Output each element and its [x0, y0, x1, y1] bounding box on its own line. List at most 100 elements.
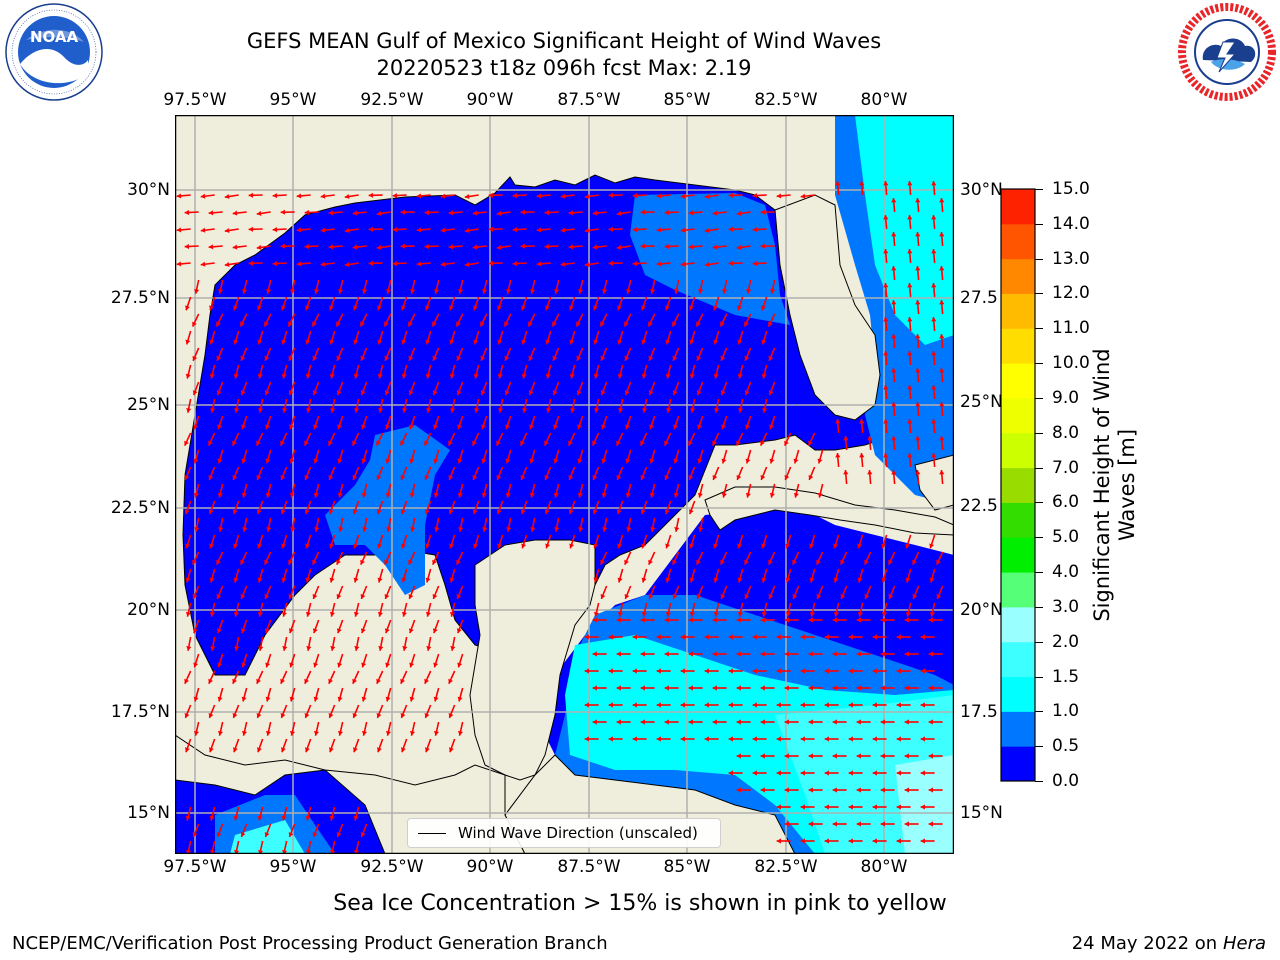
- wind-wave-arrowhead: [289, 662, 295, 668]
- wind-wave-arrowhead: [784, 821, 789, 827]
- wind-wave-arrowhead: [817, 492, 823, 498]
- wind-wave-arrowhead: [264, 559, 269, 565]
- wind-wave-arrowhead: [784, 787, 789, 793]
- lat-tick-right: 15°N: [960, 803, 1003, 823]
- wind-wave-arrowhead: [907, 215, 913, 220]
- wind-wave-arrowhead: [584, 193, 590, 200]
- wind-wave-arrowhead: [888, 594, 894, 599]
- wind-wave-arrowhead: [832, 719, 837, 725]
- wind-wave-arrowhead: [577, 458, 583, 464]
- wind-wave-arrowhead: [584, 227, 590, 234]
- wind-wave-arrowhead: [856, 719, 861, 725]
- wind-wave-arrowhead: [472, 474, 478, 480]
- wind-wave-arrowhead: [352, 713, 358, 718]
- wind-wave-arrowhead: [457, 458, 463, 464]
- wind-wave-arrowhead: [296, 193, 302, 199]
- wind-wave-arrowhead: [329, 339, 335, 345]
- wind-wave-arrowhead: [512, 261, 518, 267]
- wind-wave-arrowhead: [328, 678, 333, 684]
- wind-wave-arrowhead: [840, 594, 846, 599]
- wind-wave-arrowhead: [673, 492, 679, 498]
- wind-wave-arrowhead: [360, 594, 366, 599]
- colorbar-tick-mark: [1035, 432, 1043, 434]
- caribbean-pale: [895, 755, 954, 854]
- wind-wave-arrowhead: [257, 577, 263, 583]
- wind-wave-arrowhead: [867, 470, 873, 475]
- wind-wave-arrowhead: [185, 815, 191, 821]
- wind-wave-arrowhead: [760, 617, 765, 623]
- wind-wave-arrowhead: [883, 181, 889, 186]
- wind-wave-arrowhead: [194, 288, 200, 294]
- wind-wave-arrowhead: [931, 453, 937, 458]
- wind-wave-arrowhead: [593, 611, 599, 617]
- wind-wave-arrowhead: [664, 474, 670, 480]
- wind-wave-arrowhead: [337, 458, 343, 464]
- wind-wave-arrowhead: [257, 611, 263, 617]
- wind-wave-arrowhead: [432, 321, 437, 327]
- wind-wave-arrowhead: [768, 355, 774, 361]
- wind-wave-arrowhead: [665, 543, 671, 549]
- wind-wave-arrowhead: [936, 594, 942, 599]
- wind-wave-arrowhead: [915, 436, 921, 441]
- wind-wave-arrowhead: [232, 440, 237, 446]
- wind-wave-arrowhead: [400, 474, 406, 480]
- wind-wave-arrowhead: [456, 355, 462, 361]
- wind-wave-arrowhead: [602, 527, 608, 532]
- wind-wave-arrowhead: [305, 611, 311, 617]
- wind-wave-arrowhead: [593, 305, 598, 311]
- wind-wave-arrowhead: [224, 261, 230, 268]
- wind-wave-arrowhead: [744, 559, 749, 565]
- wind-wave-arrowhead: [193, 696, 199, 702]
- wind-wave-arrowhead: [185, 543, 191, 549]
- wind-wave-arrowhead: [209, 373, 215, 379]
- wind-wave-arrowhead: [616, 440, 621, 446]
- colorbar-tick-mark: [1035, 293, 1043, 295]
- wind-wave-arrowhead: [872, 736, 877, 742]
- wind-wave-arrowhead: [896, 838, 901, 844]
- lat-tick-left: 17.5°N: [110, 702, 170, 722]
- wind-wave-arrowhead: [362, 527, 368, 532]
- wind-wave-arrowhead: [234, 646, 240, 651]
- wind-wave-arrowhead: [288, 355, 294, 361]
- wind-wave-arrowhead: [832, 685, 837, 691]
- wind-wave-arrowhead: [672, 390, 678, 396]
- wind-wave-arrowhead: [440, 227, 446, 233]
- wind-wave-arrowhead: [281, 611, 287, 617]
- wind-wave-arrowhead: [616, 509, 622, 515]
- wind-wave-arrowhead: [552, 390, 558, 396]
- wind-wave-arrowhead: [281, 543, 287, 549]
- wind-wave-arrowhead: [698, 527, 704, 532]
- wind-wave-arrowhead: [361, 730, 368, 736]
- wind-wave-arrowhead: [337, 424, 343, 430]
- wind-wave-arrowhead: [320, 193, 326, 199]
- wind-wave-arrowhead: [907, 317, 913, 322]
- wind-wave-arrowhead: [328, 210, 334, 216]
- wind-wave-arrowhead: [424, 209, 430, 216]
- wind-wave-arrowhead: [939, 368, 945, 373]
- wind-wave-arrowhead: [736, 719, 741, 725]
- wind-wave-arrowhead: [496, 474, 502, 480]
- wind-wave-arrowhead: [859, 419, 865, 424]
- wind-wave-arrowhead: [482, 288, 488, 294]
- wind-wave-arrowhead: [353, 815, 359, 821]
- wind-wave-arrowhead: [800, 770, 805, 776]
- wind-wave-arrowhead: [832, 821, 837, 827]
- wind-wave-arrowhead: [290, 288, 296, 294]
- wind-wave-arrowhead: [688, 474, 694, 480]
- wind-wave-arrowhead: [481, 492, 487, 498]
- wind-wave-arrowhead: [264, 390, 270, 396]
- colorbar-tick-mark: [1035, 537, 1043, 539]
- wind-wave-arrowhead: [560, 227, 566, 233]
- wind-wave-arrowhead: [848, 634, 853, 640]
- colorbar-tick-mark: [1035, 189, 1043, 190]
- wind-wave-arrowhead: [425, 373, 431, 379]
- wind-wave-arrowhead: [920, 770, 925, 776]
- sea-ice-note: Sea Ice Concentration > 15% is shown in …: [333, 891, 947, 916]
- colorbar-tick-label: 4.0: [1052, 562, 1080, 583]
- wind-wave-arrowhead: [200, 227, 206, 233]
- wind-wave-arrowhead: [905, 577, 911, 583]
- wind-wave-arrowhead: [891, 470, 897, 475]
- wind-wave-arrowhead: [521, 543, 527, 549]
- wind-wave-arrowhead: [520, 209, 525, 215]
- wind-wave-arrowhead: [209, 577, 215, 583]
